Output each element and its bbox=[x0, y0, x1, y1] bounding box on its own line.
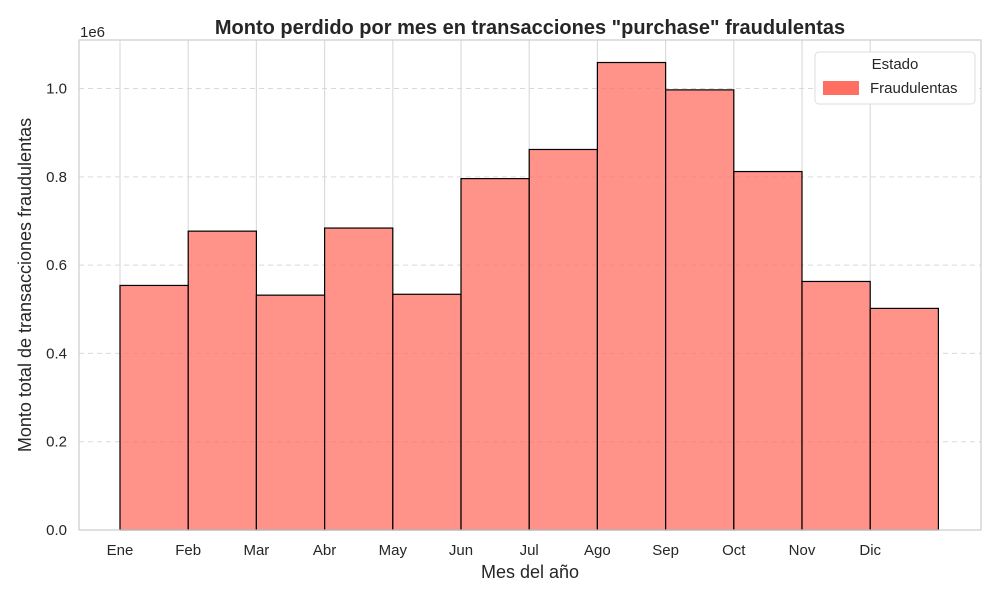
y-tick-label: 0.8 bbox=[46, 169, 67, 186]
y-tick-label: 0.2 bbox=[46, 434, 67, 451]
bar-mar bbox=[255, 294, 326, 531]
x-tick-label: Mar bbox=[243, 542, 269, 559]
y-tick-label: 0.0 bbox=[46, 522, 67, 539]
x-tick-label: Jul bbox=[520, 542, 539, 559]
x-tick-label: Ene bbox=[107, 542, 134, 559]
x-tick-label: Feb bbox=[175, 542, 201, 559]
bars bbox=[119, 61, 940, 531]
bar-dic bbox=[869, 307, 940, 531]
plot-frame bbox=[78, 39, 982, 531]
bar-feb bbox=[187, 230, 257, 531]
x-tick-label: Ago bbox=[584, 542, 611, 559]
y-axis-label: Monto total de transacciones fraudulenta… bbox=[15, 118, 35, 452]
bar-abr bbox=[324, 227, 394, 531]
y-scale-label: 1e6 bbox=[80, 24, 105, 41]
x-tick-label: Abr bbox=[313, 542, 336, 559]
y-tick-labels: 0.0 0.2 0.4 0.6 0.8 1.0 bbox=[46, 81, 67, 539]
chart-title: Monto perdido por mes en transacciones "… bbox=[215, 17, 845, 39]
x-tick-label: Dic bbox=[859, 542, 881, 559]
legend: Estado Fraudulentas bbox=[814, 51, 976, 105]
bar-oct bbox=[733, 170, 803, 531]
x-tick-labels: Ene Feb Mar Abr May Jun Jul Ago Sep Oct Nov Dic bbox=[107, 542, 882, 559]
x-axis-label: Mes del año bbox=[481, 562, 579, 582]
bar-ago bbox=[596, 61, 667, 531]
x-tick-label: May bbox=[379, 542, 408, 559]
y-tick-label: 0.6 bbox=[46, 257, 67, 274]
y-tick-label: 0.4 bbox=[46, 345, 67, 362]
bar-may bbox=[392, 293, 462, 531]
x-tick-label: Oct bbox=[722, 542, 746, 559]
x-tick-label: Nov bbox=[789, 542, 816, 559]
bar-jul bbox=[528, 148, 599, 531]
y-tick-label: 1.0 bbox=[46, 81, 67, 98]
bar-nov bbox=[801, 280, 871, 531]
bar-sep bbox=[664, 89, 735, 531]
legend-swatch bbox=[823, 81, 859, 95]
bar-ene bbox=[119, 284, 189, 531]
x-tick-label: Jun bbox=[449, 542, 473, 559]
legend-entry-fraudulentas: Fraudulentas bbox=[870, 80, 958, 97]
x-tick-label: Sep bbox=[652, 542, 679, 559]
legend-title: Estado bbox=[872, 56, 919, 73]
bar-jun bbox=[460, 178, 530, 531]
